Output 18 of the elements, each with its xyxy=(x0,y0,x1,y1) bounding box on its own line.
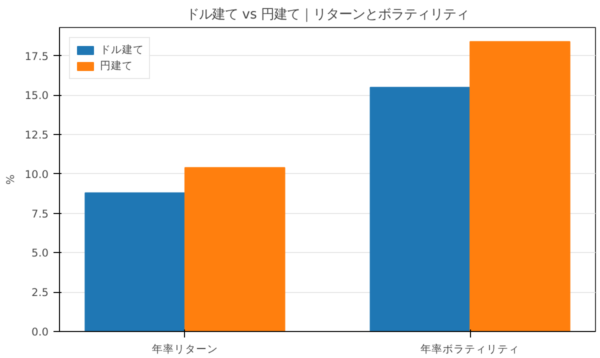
bar xyxy=(470,41,570,332)
legend-label: 円建て xyxy=(100,59,133,73)
y-tick-label: 10.0 xyxy=(24,168,49,181)
y-tick-label: 0.0 xyxy=(32,326,49,338)
bar xyxy=(184,167,286,332)
chart-title: ドル建て vs 円建て｜リターンとボラティリティ xyxy=(186,8,470,22)
y-axis-title: % xyxy=(4,174,17,185)
y-tick-label: 17.5 xyxy=(24,50,49,63)
bar xyxy=(84,192,186,332)
bar xyxy=(370,86,471,332)
legend-label: ドル建て xyxy=(100,43,144,57)
y-tick-label: 5.0 xyxy=(32,246,49,260)
y-tick-label: 2.5 xyxy=(32,286,49,300)
x-tick-label: 年率リターン xyxy=(152,342,218,356)
x-tick-label: 年率ボラティリティ xyxy=(420,342,520,356)
y-tick-label: 7.5 xyxy=(32,207,49,220)
y-tick-label: 12.5 xyxy=(24,128,49,142)
y-tick-label: 15.0 xyxy=(24,89,49,102)
